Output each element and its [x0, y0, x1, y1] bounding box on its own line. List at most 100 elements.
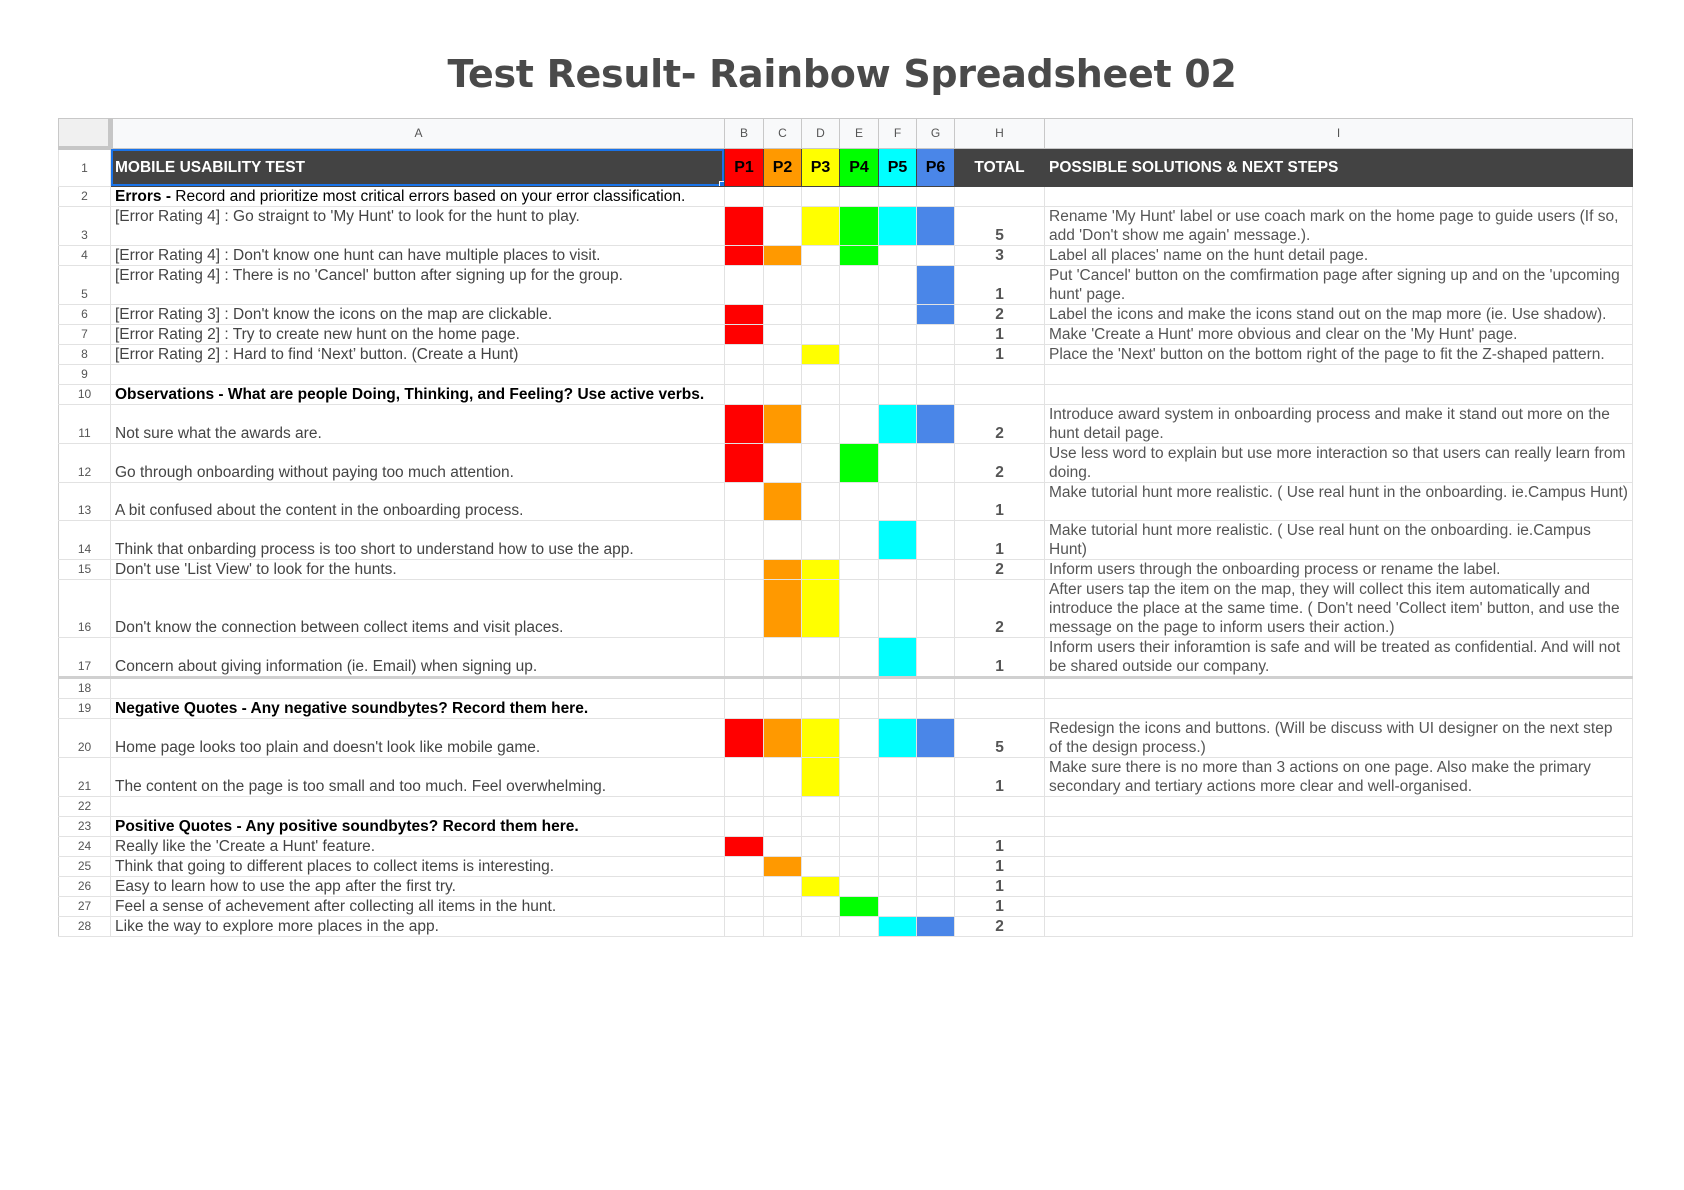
solution-cell[interactable]: [1044, 676, 1633, 699]
participant-cell-p2[interactable]: [763, 637, 802, 678]
participant-cell-p5[interactable]: [878, 856, 917, 877]
header-p3[interactable]: P3: [801, 147, 840, 187]
participant-cell-p3[interactable]: [801, 698, 840, 719]
solution-cell[interactable]: Label all places' name on the hunt detai…: [1044, 245, 1633, 266]
finding-cell[interactable]: Don't know the connection between collec…: [110, 579, 725, 638]
participant-cell-p5[interactable]: [878, 304, 917, 325]
total-cell[interactable]: 2: [954, 559, 1045, 580]
participant-cell-p4[interactable]: [839, 896, 879, 917]
participant-cell-p5[interactable]: [878, 579, 917, 638]
row-number[interactable]: 26: [58, 876, 111, 897]
solution-cell[interactable]: Make tutorial hunt more realistic. ( Use…: [1044, 520, 1633, 560]
participant-cell-p4[interactable]: [839, 559, 879, 580]
column-header-g[interactable]: G: [916, 118, 955, 149]
total-cell[interactable]: 1: [954, 757, 1045, 797]
solution-cell[interactable]: Make 'Create a Hunt' more obvious and cl…: [1044, 324, 1633, 345]
participant-cell-p1[interactable]: [724, 816, 764, 837]
row-number[interactable]: 28: [58, 916, 111, 937]
participant-cell-p5[interactable]: [878, 796, 917, 817]
participant-cell-p4[interactable]: [839, 637, 879, 678]
participant-cell-p6[interactable]: [916, 364, 955, 385]
participant-cell-p2[interactable]: [763, 916, 802, 937]
participant-cell-p1[interactable]: [724, 676, 764, 699]
finding-cell[interactable]: Really like the 'Create a Hunt' feature.: [110, 836, 725, 857]
participant-cell-p3[interactable]: [801, 757, 840, 797]
participant-cell-p3[interactable]: [801, 559, 840, 580]
participant-cell-p3[interactable]: [801, 304, 840, 325]
participant-cell-p2[interactable]: [763, 265, 802, 305]
row-number[interactable]: 20: [58, 718, 111, 758]
participant-cell-p4[interactable]: [839, 304, 879, 325]
finding-cell[interactable]: A bit confused about the content in the …: [110, 482, 725, 521]
participant-cell-p1[interactable]: [724, 304, 764, 325]
participant-cell-p6[interactable]: [916, 836, 955, 857]
participant-cell-p2[interactable]: [763, 245, 802, 266]
participant-cell-p3[interactable]: [801, 324, 840, 345]
participant-cell-p6[interactable]: [916, 796, 955, 817]
participant-cell-p6[interactable]: [916, 206, 955, 246]
participant-cell-p2[interactable]: [763, 206, 802, 246]
column-header-h[interactable]: H: [954, 118, 1045, 149]
participant-cell-p3[interactable]: [801, 186, 840, 207]
participant-cell-p1[interactable]: [724, 916, 764, 937]
participant-cell-p3[interactable]: [801, 344, 840, 365]
participant-cell-p4[interactable]: [839, 876, 879, 897]
participant-cell-p1[interactable]: [724, 836, 764, 857]
solution-cell[interactable]: Make sure there is no more than 3 action…: [1044, 757, 1633, 797]
total-cell[interactable]: 1: [954, 344, 1045, 365]
participant-cell-p1[interactable]: [724, 559, 764, 580]
total-cell[interactable]: [954, 676, 1045, 699]
column-header-a[interactable]: A: [110, 118, 725, 149]
participant-cell-p2[interactable]: [763, 443, 802, 483]
section-heading-cell[interactable]: Positive Quotes - Any positive soundbyte…: [110, 816, 725, 837]
finding-cell[interactable]: Concern about giving information (ie. Em…: [110, 637, 725, 678]
total-cell[interactable]: [954, 384, 1045, 405]
header-p4[interactable]: P4: [839, 147, 879, 187]
participant-cell-p2[interactable]: [763, 364, 802, 385]
row-number[interactable]: 7: [58, 324, 111, 345]
finding-cell[interactable]: [Error Rating 2] : Hard to find ‘Next’ b…: [110, 344, 725, 365]
finding-cell[interactable]: Home page looks too plain and doesn't lo…: [110, 718, 725, 758]
row-number[interactable]: 13: [58, 482, 111, 521]
total-cell[interactable]: [954, 698, 1045, 719]
participant-cell-p5[interactable]: [878, 637, 917, 678]
participant-cell-p4[interactable]: [839, 856, 879, 877]
participant-cell-p5[interactable]: [878, 520, 917, 560]
row-number[interactable]: 19: [58, 698, 111, 719]
participant-cell-p5[interactable]: [878, 757, 917, 797]
row-number[interactable]: 1: [58, 147, 111, 187]
participant-cell-p5[interactable]: [878, 876, 917, 897]
participant-cell-p3[interactable]: [801, 896, 840, 917]
finding-cell[interactable]: [110, 364, 725, 385]
row-number[interactable]: 11: [58, 404, 111, 444]
row-number[interactable]: 5: [58, 265, 111, 305]
total-cell[interactable]: 1: [954, 896, 1045, 917]
participant-cell-p5[interactable]: [878, 265, 917, 305]
row-number[interactable]: 6: [58, 304, 111, 325]
participant-cell-p1[interactable]: [724, 718, 764, 758]
participant-cell-p1[interactable]: [724, 404, 764, 444]
select-all-corner[interactable]: [58, 118, 113, 150]
finding-cell[interactable]: Easy to learn how to use the app after t…: [110, 876, 725, 897]
participant-cell-p1[interactable]: [724, 482, 764, 521]
column-header-b[interactable]: B: [724, 118, 764, 149]
total-cell[interactable]: 2: [954, 404, 1045, 444]
total-cell[interactable]: 1: [954, 836, 1045, 857]
solution-cell[interactable]: Redesign the icons and buttons. (Will be…: [1044, 718, 1633, 758]
participant-cell-p5[interactable]: [878, 718, 917, 758]
row-number[interactable]: 18: [58, 676, 111, 699]
total-cell[interactable]: 2: [954, 304, 1045, 325]
participant-cell-p2[interactable]: [763, 757, 802, 797]
participant-cell-p4[interactable]: [839, 245, 879, 266]
header-p6[interactable]: P6: [916, 147, 955, 187]
participant-cell-p2[interactable]: [763, 698, 802, 719]
participant-cell-p6[interactable]: [916, 637, 955, 678]
participant-cell-p4[interactable]: [839, 676, 879, 699]
row-number[interactable]: 24: [58, 836, 111, 857]
solution-cell[interactable]: [1044, 186, 1633, 207]
row-number[interactable]: 8: [58, 344, 111, 365]
row-number[interactable]: 3: [58, 206, 111, 246]
section-heading-cell[interactable]: Errors - Record and prioritize most crit…: [110, 186, 725, 207]
participant-cell-p2[interactable]: [763, 856, 802, 877]
finding-cell[interactable]: Feel a sense of achevement after collect…: [110, 896, 725, 917]
